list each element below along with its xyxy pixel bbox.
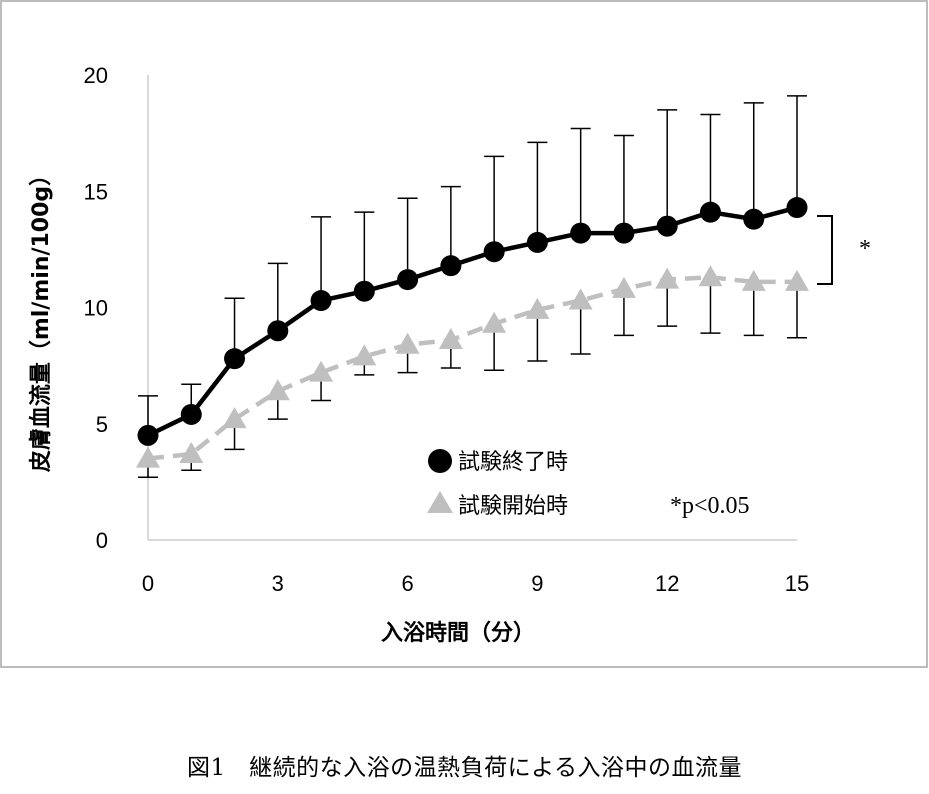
data-point [656, 215, 678, 237]
data-point [655, 267, 680, 289]
x-tick-label: 6 [401, 571, 413, 596]
x-axis-ticks: 0 3 6 9 12 15 [142, 571, 809, 596]
data-point [483, 241, 505, 263]
data-point [482, 311, 507, 333]
y-axis-title: 皮膚血流量（ml/min/100g） [28, 164, 54, 472]
data-point [397, 269, 419, 291]
data-point [785, 269, 809, 291]
data-point [136, 446, 160, 468]
data-point [440, 255, 462, 277]
legend-label-2: 試験開始時 [458, 494, 568, 519]
x-tick-label: 3 [272, 571, 284, 596]
data-point [741, 269, 766, 291]
data-point [265, 379, 290, 401]
data-point [352, 344, 377, 366]
legend-label-1: 試験終了時 [458, 450, 568, 475]
data-point [309, 360, 334, 382]
chart-frame [0, 0, 928, 668]
data-point [438, 328, 463, 350]
y-tick-label: 20 [84, 63, 108, 88]
data-point [526, 231, 548, 253]
legend-marker-circle [428, 449, 452, 473]
data-point [568, 288, 593, 310]
data-point [179, 441, 204, 463]
x-axis-title: 入浴時間（分） [381, 621, 535, 646]
data-point [180, 403, 202, 425]
y-axis-ticks: 0 5 10 15 20 [84, 63, 108, 553]
data-point [224, 348, 246, 370]
series-2 [136, 265, 809, 478]
data-point [698, 265, 723, 287]
data-point [525, 297, 550, 319]
significance-note: *p<0.05 [670, 493, 750, 519]
data-point [267, 320, 289, 342]
significance-bracket [817, 215, 833, 285]
data-point [699, 201, 721, 223]
data-point [310, 290, 332, 312]
data-point [611, 276, 636, 298]
y-tick-label: 10 [84, 296, 108, 321]
figure-caption: 図1 継続的な入浴の温熱負荷による入浴中の血流量 [187, 755, 742, 781]
data-point [613, 222, 635, 244]
series-1 [137, 95, 808, 446]
significance-marker: * [859, 236, 871, 262]
y-tick-label: 0 [96, 528, 108, 553]
legend: 試験終了時 試験開始時 [427, 449, 568, 519]
plot-area [136, 95, 809, 478]
y-tick-label: 15 [84, 179, 108, 204]
data-point [786, 197, 808, 219]
x-tick-label: 12 [655, 571, 679, 596]
x-tick-label: 15 [785, 571, 809, 596]
data-point [222, 407, 247, 429]
data-point [743, 208, 765, 230]
data-point [353, 280, 375, 302]
x-tick-label: 0 [142, 571, 154, 596]
series-line [147, 275, 797, 461]
data-point [570, 222, 592, 244]
series-line [147, 205, 798, 438]
data-point [395, 332, 420, 354]
x-tick-label: 9 [531, 571, 543, 596]
data-point [137, 424, 159, 446]
legend-marker-triangle [427, 491, 453, 513]
y-tick-label: 5 [96, 412, 108, 437]
